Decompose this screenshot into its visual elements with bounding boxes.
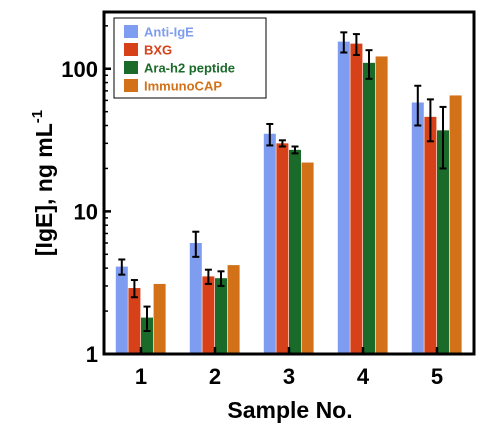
- legend-label: ImmunoCAP: [144, 79, 222, 94]
- y-axis-title: [IgE], ng mL-1: [29, 110, 57, 256]
- bar-immunocap-sample-4: [375, 56, 388, 354]
- bar-ara-h2-peptide-sample-5: [437, 130, 449, 354]
- error-bar: [266, 122, 274, 147]
- x-tick-label: 4: [357, 364, 370, 389]
- error-bar: [130, 279, 138, 299]
- bar-ara-h2-peptide-sample-4: [363, 62, 375, 354]
- bar-immunocap-sample-3: [301, 162, 314, 354]
- y-axis-title-superscript: -1: [29, 110, 46, 123]
- x-tick-label: 3: [283, 364, 295, 389]
- error-bar: [118, 258, 126, 276]
- error-bar: [340, 31, 348, 54]
- bar-immunocap-sample-1: [153, 283, 166, 354]
- y-tick-label: 100: [61, 57, 98, 82]
- error-bar: [143, 305, 151, 332]
- legend-box: [113, 17, 267, 99]
- x-tick-label: 5: [431, 364, 443, 389]
- error-bar: [352, 33, 360, 56]
- bar-bxg-sample-3: [276, 143, 289, 354]
- bar-ara-h2-peptide-sample-1: [141, 317, 153, 354]
- error-bar: [426, 98, 434, 143]
- error-bar: [217, 270, 225, 287]
- bar-anti-ige-sample-1: [115, 266, 128, 354]
- y-tick-label: 10: [74, 199, 98, 224]
- bar-immunocap-sample-2: [227, 265, 240, 354]
- error-bar: [278, 139, 286, 148]
- legend-swatch: [124, 25, 138, 38]
- legend-swatch: [124, 61, 138, 74]
- axis-ticks: 1 10 100 1 2 3 4 5: [61, 25, 443, 389]
- bar-bxg-sample-1: [128, 288, 141, 354]
- chart-marks: [115, 31, 462, 355]
- bar-ara-h2-peptide-sample-3: [289, 149, 301, 354]
- error-bar: [291, 145, 299, 155]
- legend-label: BXG: [144, 43, 172, 58]
- bar-anti-ige-sample-3: [263, 133, 276, 354]
- error-bar: [414, 84, 422, 127]
- y-axis-title-main: [IgE], ng mL: [31, 123, 57, 256]
- y-tick-label: 1: [86, 342, 98, 367]
- bar-bxg-sample-5: [424, 116, 437, 355]
- bar-anti-ige-sample-4: [337, 41, 350, 355]
- x-axis-title: Sample No.: [227, 397, 352, 423]
- plot-frame: [102, 10, 476, 356]
- legend-label: Anti-IgE: [144, 25, 194, 40]
- x-tick-label: 2: [209, 364, 221, 389]
- x-tick-label: 1: [135, 364, 147, 389]
- bar-bxg-sample-4: [350, 43, 363, 355]
- legend-swatch: [124, 79, 138, 92]
- bar-anti-ige-sample-2: [189, 243, 202, 354]
- error-bar: [439, 105, 447, 170]
- legend-swatch: [124, 43, 138, 56]
- bar-immunocap-sample-5: [449, 95, 462, 354]
- error-bar: [204, 268, 212, 285]
- bar-bxg-sample-2: [202, 276, 215, 354]
- bar-ara-h2-peptide-sample-2: [215, 278, 227, 354]
- legend: Anti-IgE BXG Ara-h2 peptide ImmunoCAP: [113, 17, 267, 99]
- legend-label: Ara-h2 peptide: [144, 61, 235, 76]
- bar-anti-ige-sample-5: [411, 102, 424, 354]
- error-bar: [365, 49, 373, 80]
- error-bar: [192, 230, 200, 258]
